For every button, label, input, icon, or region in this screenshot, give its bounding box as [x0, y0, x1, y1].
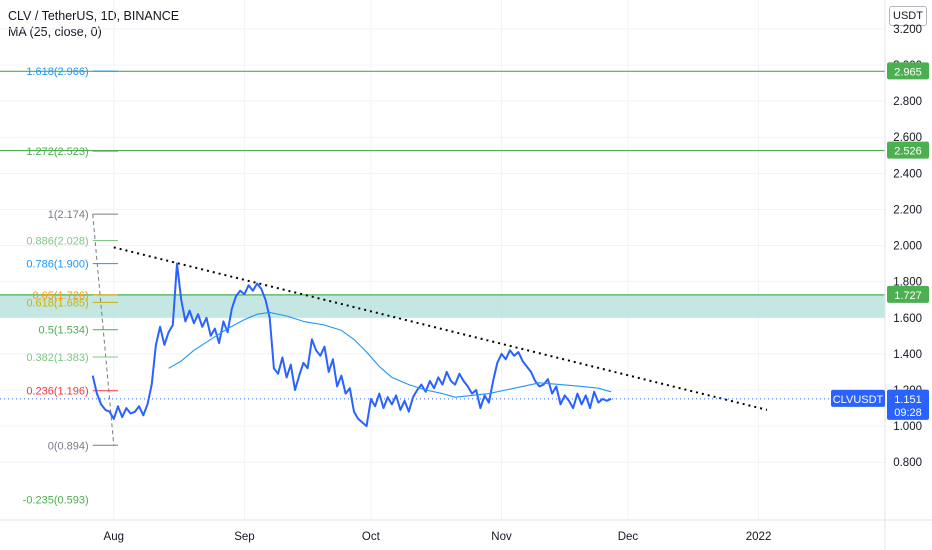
y-tick-label: 2.600 [893, 132, 922, 144]
last-price-tag [887, 389, 929, 420]
fib-level-label: 0.382(1.383) [26, 352, 88, 364]
y-tick-label: 2.000 [893, 241, 922, 253]
currency-unit-button[interactable]: USDT [889, 6, 927, 26]
level-price-tag-text: 2.526 [894, 146, 922, 158]
symbol-tag [831, 389, 885, 407]
x-tick-label: Dec [618, 531, 639, 543]
symbol-tag-text: CLVUSDT [833, 394, 884, 406]
fib-level-label: 0(0.894) [48, 440, 89, 452]
level-price-tag [887, 141, 929, 159]
level-price-tag [887, 62, 929, 80]
fib-extension: 1.618(2.966) 1.272(2.523) 1(2.174) 0.886(2.… [23, 66, 768, 507]
y-tick-label: 2.400 [893, 168, 922, 180]
y-tick-label: 2.800 [893, 96, 922, 108]
level-price-tag-text: 2.965 [894, 66, 922, 78]
x-tick-label: 2022 [746, 531, 772, 543]
fib-level-label: 1.272(2.523) [26, 146, 88, 158]
fib-level-label: 0.5(1.534) [39, 325, 89, 337]
y-tick-label: 3.200 [893, 24, 922, 36]
fib-level-label: 0.236(1.196) [26, 386, 88, 398]
y-tick-label: 1.000 [893, 421, 922, 433]
countdown-tag-text: 09:28 [894, 407, 922, 419]
y-tick-label: 0.800 [893, 457, 922, 469]
grid [0, 0, 885, 520]
ma-series-line [168, 311, 612, 398]
x-tick-label: Nov [491, 531, 512, 543]
price-series-line [91, 262, 612, 428]
fib-level-label: 1.618(2.966) [26, 66, 88, 78]
y-tick-label: 2.200 [893, 204, 922, 216]
trendline [113, 246, 768, 411]
fib-level-label: 1(2.174) [48, 209, 89, 221]
fib-level-label: 0.618(1.685) [26, 297, 88, 309]
support-zone-rect [0, 294, 885, 318]
fib-level-label: 0.886(2.028) [26, 236, 88, 248]
level-price-tag [887, 285, 929, 303]
support-zone [0, 294, 885, 318]
fib-level-label: 0.786(1.900) [26, 259, 88, 271]
x-tick-label: Sep [234, 531, 254, 543]
y-tick-label: 1.800 [893, 277, 922, 289]
fib-level-label: 0.65(1.726) [32, 290, 88, 302]
fib-level-label: -0.235(0.593) [23, 495, 89, 507]
series [0, 262, 885, 428]
y-tick-label: 1.600 [893, 313, 922, 325]
horizontal-levels [0, 70, 885, 296]
level-price-tag-text: 1.727 [894, 290, 922, 302]
last-price-tag-text: 1.151 [894, 394, 922, 406]
y-tick-label: 1.400 [893, 349, 922, 361]
fib-anchor-line [92, 214, 115, 446]
x-tick-label: Aug [104, 531, 124, 543]
x-tick-label: Oct [362, 531, 381, 543]
chart-title: CLV / TetherUS, 1D, BINANCE [8, 9, 180, 23]
